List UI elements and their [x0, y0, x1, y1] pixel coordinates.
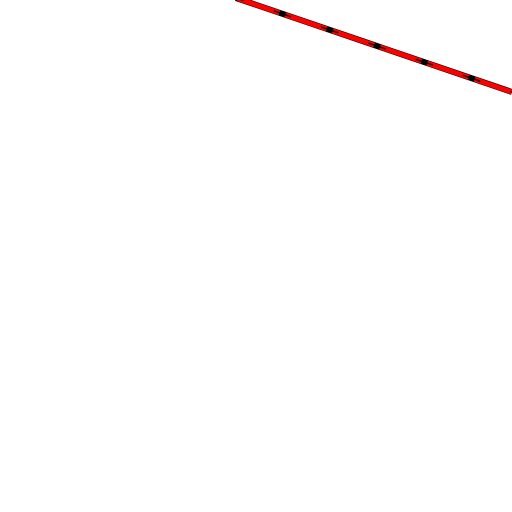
- route-line[interactable]: [235, 0, 512, 95]
- route-line-centre: [239, 0, 512, 93]
